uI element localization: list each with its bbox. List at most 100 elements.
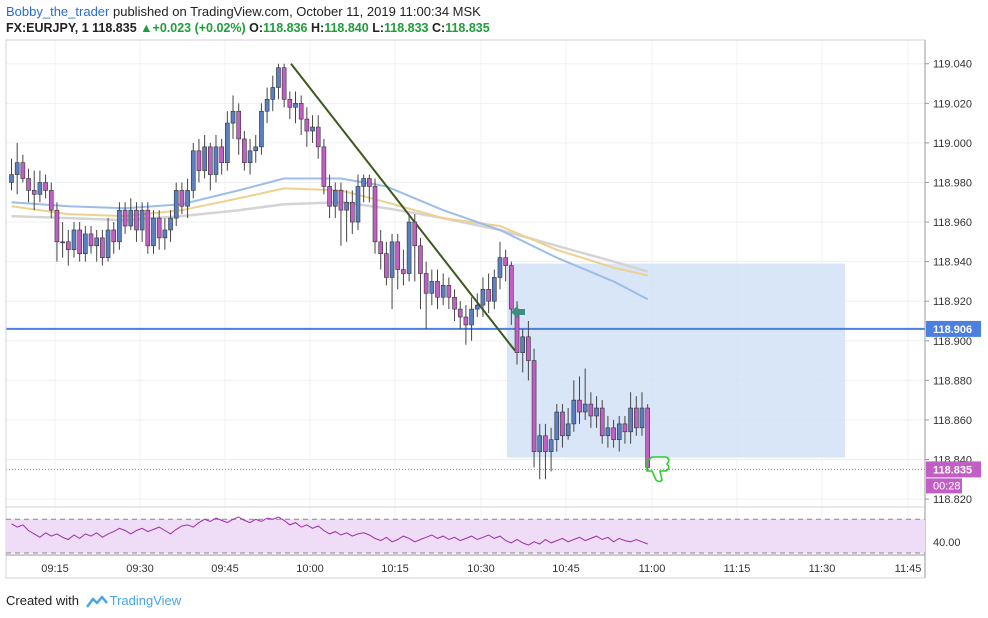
candle-body	[429, 281, 435, 294]
candle-body	[526, 336, 531, 361]
author-link[interactable]: Bobby_the_trader	[6, 4, 110, 19]
price-tick-label: 118.860	[933, 415, 972, 427]
rsi-band	[6, 519, 925, 553]
candle-body	[9, 174, 14, 183]
price-tick-label: 118.960	[933, 217, 972, 229]
candle-body	[344, 201, 349, 211]
candle-body	[190, 150, 196, 191]
candle-body	[225, 122, 230, 163]
tradingview-brand[interactable]: TradingView	[109, 593, 182, 608]
candle-body	[565, 423, 571, 437]
open-label: O:	[249, 21, 264, 35]
candle-body	[469, 308, 474, 326]
price-tick-label: 118.900	[933, 336, 972, 348]
countdown-tag	[926, 478, 962, 494]
candle-body	[173, 190, 179, 219]
candle-body	[611, 427, 616, 441]
candle-body	[281, 67, 287, 100]
candle-body	[242, 138, 247, 163]
candle-body	[122, 209, 128, 227]
last-price-label: 118.835	[933, 464, 972, 476]
candle-body	[401, 269, 406, 274]
candle-body	[219, 146, 224, 163]
price-tick-label: 119.000	[933, 138, 972, 150]
candle-body	[571, 399, 577, 425]
candle-body	[531, 360, 537, 452]
candle-body	[372, 186, 378, 243]
price-chart[interactable]: 119.040 119.020 119.000 118.980 118.960 118.9…	[0, 0, 988, 590]
candle-body	[594, 407, 599, 417]
candle-body	[66, 241, 71, 251]
candle-body	[480, 289, 486, 306]
tradingview-logo-icon	[85, 595, 108, 608]
candle-body	[14, 162, 20, 175]
candle-body	[622, 423, 628, 433]
candle-body	[151, 217, 156, 247]
low-value: 118.833	[384, 21, 429, 35]
candle-body	[486, 289, 491, 302]
candle-body	[196, 150, 202, 171]
candle-body	[213, 146, 219, 175]
candle-body	[134, 209, 139, 231]
candle-body	[276, 67, 281, 88]
candle-body	[304, 118, 310, 132]
candle-body	[48, 190, 54, 211]
candle-body	[310, 126, 315, 132]
price-tick-label: 118.880	[933, 375, 972, 387]
candle-body	[26, 178, 31, 191]
candle-body	[577, 399, 582, 413]
footer: Created with TradingView	[6, 593, 181, 608]
candle-body	[77, 229, 82, 255]
candle-body	[117, 209, 122, 243]
symbol-label: FX:EURJPY, 1	[6, 21, 89, 35]
candle-body	[457, 308, 463, 318]
candle-body	[100, 237, 105, 258]
candle-body	[332, 190, 338, 207]
candle-body	[162, 229, 168, 239]
time-tick-label: 09:30	[126, 563, 154, 575]
candle-body	[633, 407, 639, 429]
candle-body	[202, 146, 207, 171]
candle-body	[338, 190, 344, 211]
candle-body	[349, 201, 355, 223]
candle-body	[54, 209, 60, 243]
time-tick-label: 09:15	[41, 563, 69, 575]
open-value: 118.836	[263, 21, 308, 35]
candle-body	[435, 281, 440, 298]
candle-body	[128, 209, 134, 227]
candle-body	[548, 439, 554, 452]
candle-body	[156, 217, 162, 239]
candle-body	[406, 221, 412, 274]
time-tick-label: 11:15	[724, 563, 751, 575]
candle-body	[293, 103, 298, 108]
time-tick-label: 10:45	[552, 563, 580, 575]
candle-body	[83, 233, 88, 255]
candle-body	[378, 241, 384, 255]
candle-body	[446, 285, 452, 298]
candle-body	[31, 190, 37, 195]
high-label: H:	[311, 21, 325, 35]
candle-body	[395, 241, 401, 270]
level-price-tag	[926, 320, 981, 337]
low-label: L:	[372, 21, 384, 35]
last-price: 118.835	[92, 21, 137, 35]
candle-body	[321, 146, 327, 187]
candle-body	[543, 435, 548, 452]
candle-body	[616, 423, 622, 441]
candle-body	[71, 229, 77, 251]
time-tick-label: 10:00	[296, 563, 324, 575]
close-label: C:	[431, 21, 446, 35]
time-tick-label: 11:00	[639, 563, 666, 575]
price-tick-label: 118.920	[933, 296, 972, 308]
candle-body	[88, 233, 94, 247]
time-tick-label: 11:30	[809, 563, 836, 575]
candle-body	[503, 257, 508, 266]
time-tick-label: 11:45	[895, 563, 922, 575]
level-price-label: 118.906	[933, 324, 972, 336]
candle-body	[94, 237, 99, 247]
price-tick-label: 118.820	[933, 494, 972, 506]
candle-body	[588, 403, 594, 417]
last-price-tag	[926, 461, 981, 478]
price-tick-label: 118.940	[933, 257, 972, 269]
candle-body	[412, 221, 418, 247]
